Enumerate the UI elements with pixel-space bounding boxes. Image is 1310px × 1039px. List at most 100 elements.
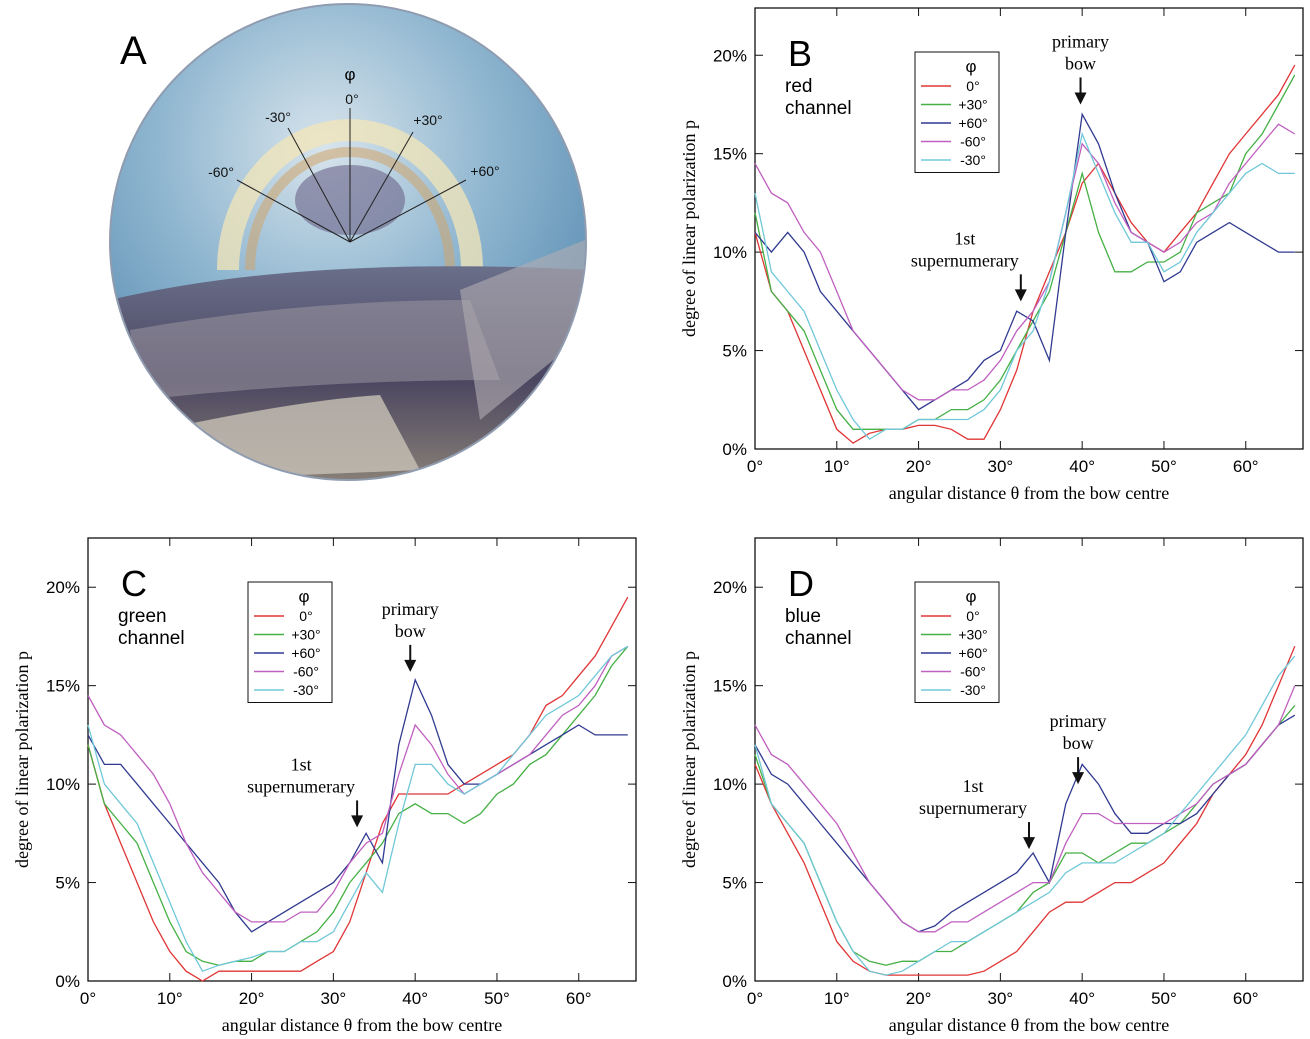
annotation-text: bow bbox=[395, 621, 426, 641]
x-tick-label: 20° bbox=[906, 989, 932, 1008]
data-line bbox=[87, 645, 629, 973]
legend-label: -60° bbox=[293, 664, 319, 680]
annotation-arrowhead bbox=[1072, 772, 1085, 785]
y-tick-label: 5% bbox=[722, 342, 747, 361]
legend-box bbox=[247, 581, 333, 703]
y-tick-label: 5% bbox=[55, 874, 80, 893]
legend-label: -30° bbox=[293, 682, 319, 698]
channel-label: green bbox=[118, 606, 167, 627]
annotation-text: 1st bbox=[962, 776, 983, 796]
data-line bbox=[754, 714, 1296, 933]
x-tick-label: 60° bbox=[1233, 989, 1259, 1008]
y-tick-label: 0% bbox=[722, 972, 747, 991]
x-tick-label: 60° bbox=[566, 989, 592, 1008]
data-line bbox=[87, 645, 629, 966]
x-tick-label: 20° bbox=[906, 457, 932, 476]
angle-lines bbox=[236, 108, 467, 243]
angle-label: +30° bbox=[413, 112, 442, 128]
y-axis-label: degree of linear polarization p bbox=[12, 651, 32, 868]
plot-frame bbox=[754, 7, 1304, 450]
data-line bbox=[754, 112, 1295, 411]
x-axis-label: angular distance θ from the bow centre bbox=[889, 1015, 1170, 1035]
annotation-text: primary bbox=[1052, 31, 1109, 51]
x-tick-label: 40° bbox=[1069, 989, 1095, 1008]
angle-label: +60° bbox=[470, 163, 499, 179]
legend-label: +60° bbox=[958, 115, 987, 131]
axis-symbol: φ bbox=[344, 65, 355, 84]
data-line bbox=[754, 704, 1296, 966]
panel-label: A bbox=[120, 29, 147, 73]
channel-label: channel bbox=[118, 628, 185, 649]
x-tick-label: 40° bbox=[402, 989, 428, 1008]
y-tick-label: 10% bbox=[713, 775, 747, 794]
plot-frame bbox=[754, 537, 1304, 982]
x-tick-label: 50° bbox=[484, 989, 510, 1008]
legend-title: φ bbox=[965, 57, 976, 76]
annotation-arrowhead bbox=[1023, 837, 1035, 850]
y-tick-label: 15% bbox=[713, 677, 747, 696]
angle-label: -30° bbox=[265, 109, 291, 125]
legend-label: +60° bbox=[291, 645, 320, 661]
photo-border bbox=[109, 3, 587, 481]
legend-title: φ bbox=[298, 587, 309, 606]
plot-frame bbox=[87, 537, 637, 982]
data-line bbox=[754, 655, 1296, 976]
legend-box bbox=[914, 581, 1000, 703]
channel-label: channel bbox=[785, 628, 852, 649]
angle-label: -60° bbox=[208, 164, 234, 180]
channel-label: channel bbox=[785, 98, 852, 119]
x-tick-label: 50° bbox=[1151, 457, 1177, 476]
y-tick-label: 20% bbox=[713, 46, 747, 65]
panel-label: D bbox=[788, 563, 814, 604]
data-line bbox=[87, 645, 629, 923]
legend-label: +30° bbox=[958, 97, 987, 113]
legend-label: -60° bbox=[960, 134, 986, 150]
annotation-text: primary bbox=[1050, 711, 1107, 731]
legend-label: 0° bbox=[966, 78, 979, 94]
channel-label: red bbox=[785, 76, 812, 97]
annotation-arrowhead bbox=[351, 815, 364, 828]
x-tick-label: 0° bbox=[80, 989, 96, 1008]
annotation-text: supernumerary bbox=[247, 776, 355, 796]
y-tick-label: 15% bbox=[46, 677, 80, 696]
data-line bbox=[754, 131, 1295, 441]
panel-label: C bbox=[121, 563, 147, 604]
y-axis-label: degree of linear polarization p bbox=[679, 120, 699, 337]
y-tick-label: 0% bbox=[55, 972, 80, 991]
panel-label: B bbox=[788, 33, 812, 74]
y-tick-label: 0% bbox=[722, 440, 747, 459]
x-tick-label: 10° bbox=[824, 989, 850, 1008]
y-tick-label: 10% bbox=[713, 243, 747, 262]
annotation-text: bow bbox=[1065, 53, 1096, 73]
legend-label: +30° bbox=[291, 627, 320, 643]
x-tick-label: 50° bbox=[1151, 989, 1177, 1008]
data-line bbox=[754, 685, 1296, 933]
data-line bbox=[87, 677, 628, 933]
legend-box bbox=[914, 51, 1000, 173]
data-line bbox=[754, 646, 1296, 976]
x-tick-label: 30° bbox=[988, 457, 1014, 476]
x-tick-label: 10° bbox=[824, 457, 850, 476]
legend-label: 0° bbox=[299, 608, 312, 624]
legend-label: -60° bbox=[960, 664, 986, 680]
x-axis-label: angular distance θ from the bow centre bbox=[222, 1015, 503, 1035]
data-line bbox=[754, 123, 1296, 401]
x-tick-label: 30° bbox=[988, 989, 1014, 1008]
y-tick-label: 20% bbox=[713, 578, 747, 597]
annotation-text: 1st bbox=[291, 754, 312, 774]
y-axis-label: degree of linear polarization p bbox=[679, 651, 699, 868]
angle-label: 0° bbox=[345, 91, 358, 107]
annotation-text: primary bbox=[382, 599, 439, 619]
annotation-arrowhead bbox=[1014, 289, 1027, 302]
data-line bbox=[754, 74, 1296, 430]
annotation-arrowhead bbox=[1074, 92, 1087, 105]
legend-label: -30° bbox=[960, 682, 986, 698]
x-tick-label: 10° bbox=[157, 989, 183, 1008]
annotation-text: 1st bbox=[954, 228, 975, 248]
annotation-arrowhead bbox=[404, 659, 417, 672]
channel-label: blue bbox=[785, 606, 821, 627]
legend-label: +30° bbox=[958, 627, 987, 643]
annotation-text: supernumerary bbox=[919, 798, 1027, 818]
y-tick-label: 15% bbox=[713, 145, 747, 164]
